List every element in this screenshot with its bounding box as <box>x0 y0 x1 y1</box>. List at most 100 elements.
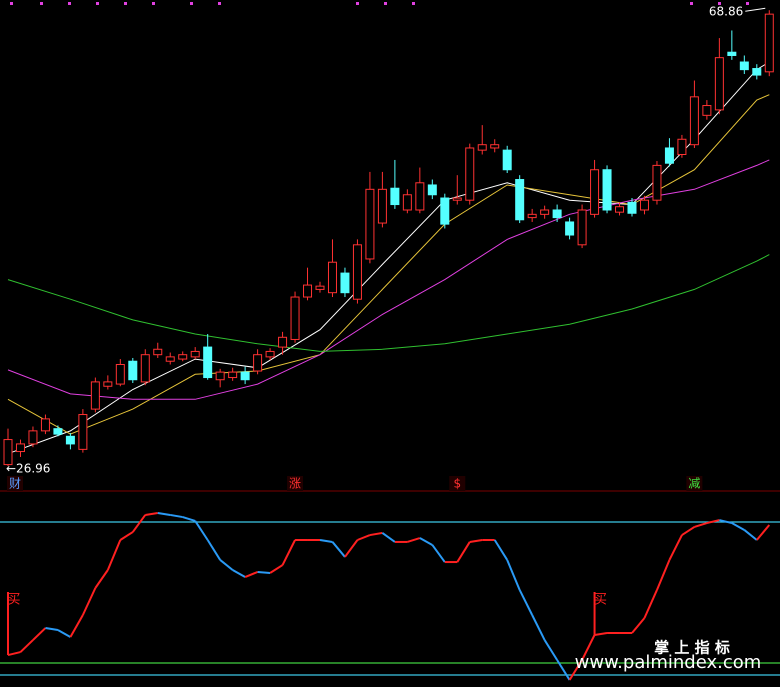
top-dot <box>10 2 13 5</box>
candle-body <box>727 51 737 56</box>
indicator-segment <box>69 614 84 638</box>
indicator-segment <box>656 559 671 591</box>
indicator-segment <box>369 531 383 537</box>
event-box <box>686 476 703 491</box>
candle-body <box>415 182 425 211</box>
indicator-segment <box>706 519 720 525</box>
candle-body <box>153 348 163 356</box>
candle-body <box>228 371 238 379</box>
indicator-segment <box>7 651 21 657</box>
indicator-segment <box>32 627 47 641</box>
indicator-segment <box>756 524 771 541</box>
candle-body <box>739 61 749 71</box>
indicator-segment <box>45 627 59 631</box>
candle-body <box>15 443 25 453</box>
indicator-segment <box>119 531 134 541</box>
indicator-segment <box>194 520 209 541</box>
candle-body <box>427 184 437 196</box>
indicator-segment <box>431 544 446 563</box>
indicator-segment <box>357 534 371 541</box>
indicator-segment <box>331 541 346 558</box>
top-dot <box>190 2 193 5</box>
indicator-segment <box>731 522 745 531</box>
indicator-segment <box>694 522 708 528</box>
top-dot <box>718 2 721 5</box>
candle-body <box>565 221 575 236</box>
indicator-segment <box>681 526 695 536</box>
top-dot <box>746 2 749 5</box>
indicator-segment <box>94 569 109 589</box>
candle-body <box>677 138 687 156</box>
candle-body <box>490 144 500 149</box>
candle-body <box>265 350 275 358</box>
candle-body <box>689 96 699 146</box>
candle-body <box>3 439 13 466</box>
candle-body <box>652 164 662 201</box>
indicator-segment <box>232 569 246 578</box>
top-dot <box>40 2 43 5</box>
indicator-segment <box>581 634 596 661</box>
candle-body <box>128 360 138 381</box>
indicator-segment <box>594 632 608 636</box>
indicator-segment <box>170 513 183 519</box>
indicator-segment <box>206 539 222 561</box>
candle-body <box>65 435 75 445</box>
candle-body <box>315 285 325 290</box>
top-dot <box>96 2 99 5</box>
candle-body <box>115 363 125 385</box>
top-dot <box>412 2 415 5</box>
candle-body <box>477 144 487 151</box>
candle-body <box>53 428 63 435</box>
candle-body <box>240 371 250 381</box>
candle-body <box>540 209 550 215</box>
candle-body <box>764 13 774 73</box>
indicator-segment <box>506 559 521 591</box>
candle-body <box>28 430 38 445</box>
indicator-segment <box>631 617 646 634</box>
top-dot <box>356 2 359 5</box>
indicator: 买买 <box>0 512 780 681</box>
candle-body <box>78 414 88 450</box>
candle-body <box>365 188 375 260</box>
indicator-segment <box>145 512 158 516</box>
candle-body <box>290 296 300 340</box>
indicator-segment <box>281 539 296 566</box>
event-box <box>287 476 304 491</box>
candle-body <box>278 336 288 348</box>
signal-label: 买 <box>7 593 20 608</box>
candles <box>3 10 774 467</box>
candle-body <box>165 356 175 362</box>
candle-body <box>203 346 213 379</box>
moving-average-line <box>7 254 770 352</box>
indicator-segment <box>81 587 97 616</box>
indicator-segment <box>257 570 271 574</box>
candle-body <box>303 284 313 298</box>
indicator-segment <box>668 534 683 561</box>
candle-body <box>340 272 350 294</box>
indicator-segment <box>244 571 258 578</box>
moving-average-line <box>7 159 770 400</box>
candle-body <box>377 188 387 224</box>
indicator-segment <box>381 532 396 543</box>
candle-body <box>752 68 762 76</box>
candle-body <box>552 209 562 219</box>
event-label: 涨 <box>289 476 301 491</box>
candle-body <box>590 169 600 215</box>
candle-body <box>402 194 412 211</box>
candle-body <box>253 354 263 372</box>
indicator-segment <box>456 541 471 563</box>
top-dot <box>384 2 387 5</box>
candle-body <box>714 57 724 111</box>
top-dot <box>124 2 127 5</box>
top-dot <box>690 2 693 5</box>
max-arrow <box>745 7 766 12</box>
candle-body <box>527 213 537 219</box>
candle-body <box>615 206 625 213</box>
top-dot <box>68 2 71 5</box>
candle-body <box>90 381 100 410</box>
candle-body <box>702 105 712 116</box>
candle-body <box>602 169 612 211</box>
top-dots <box>10 2 749 5</box>
